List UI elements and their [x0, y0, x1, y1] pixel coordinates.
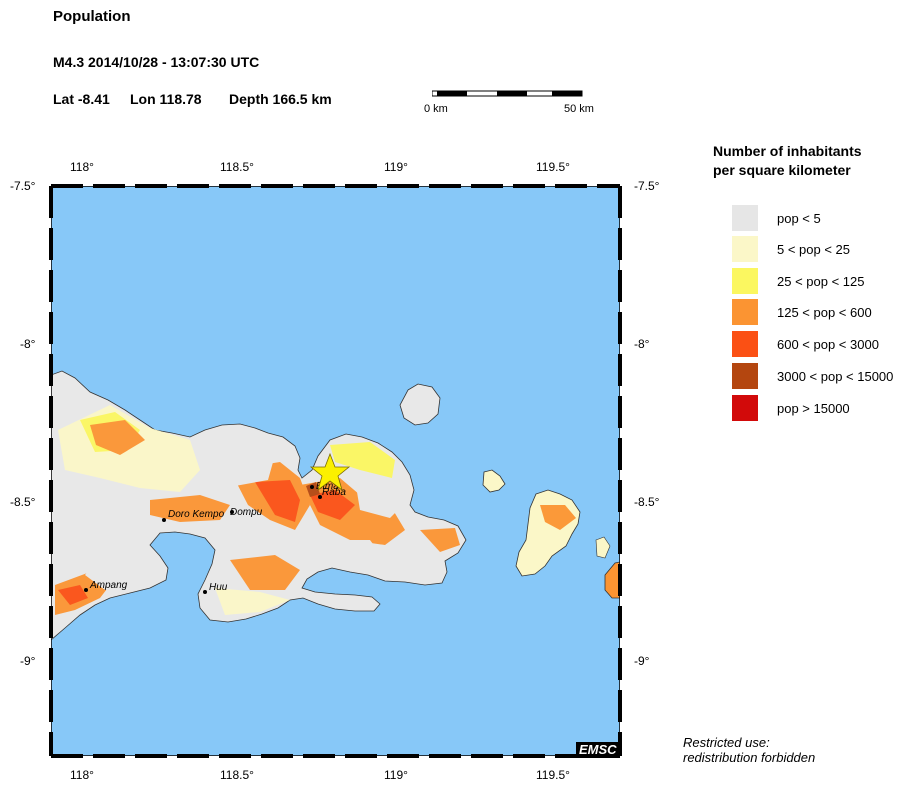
lat-label-right: -7.5°: [634, 179, 660, 193]
legend-label: pop > 15000: [777, 401, 850, 416]
emsc-badge: EMSC: [576, 742, 620, 758]
town-label: Raba: [322, 487, 346, 498]
legend-item: 3000 < pop < 15000: [732, 363, 910, 389]
lat-label-left: -7.5°: [10, 179, 36, 193]
star-icon: [309, 452, 351, 492]
map-border: [49, 184, 622, 758]
legend-item: pop > 15000: [732, 395, 910, 421]
lon-label-top: 118.5°: [220, 160, 254, 174]
lon-label-bottom: 118.5°: [220, 768, 254, 782]
lat-label-right: -8°: [634, 337, 650, 351]
town-marker: [310, 485, 314, 489]
small-islet: [482, 469, 506, 493]
scale-start-label: 0 km: [424, 103, 448, 115]
legend-item: 600 < pop < 3000: [732, 331, 910, 357]
lat-label-right: -8.5°: [634, 495, 660, 509]
town-marker: [230, 510, 234, 514]
lon-label-bottom: 118°: [70, 768, 94, 782]
legend-swatch: [732, 331, 758, 357]
legend-title-line1: Number of inhabitants: [713, 143, 862, 159]
depth-info: Depth 166.5 km: [229, 91, 332, 107]
town-label: Dompu: [230, 507, 263, 518]
lon-label-top: 119°: [384, 160, 408, 174]
town-marker: [84, 588, 88, 592]
legend-label: 600 < pop < 3000: [777, 337, 879, 352]
map-title: Population: [53, 8, 131, 25]
lat-label-left: -9°: [20, 654, 36, 668]
lon-label-top: 118°: [70, 160, 94, 174]
legend-swatch: [732, 268, 758, 294]
lat-label-right: -9°: [634, 654, 650, 668]
small-islet: [595, 536, 611, 559]
legend-item: pop < 5: [732, 205, 910, 231]
legend-title: Number of inhabitants per square kilomet…: [713, 142, 862, 180]
legend-label: pop < 5: [777, 211, 821, 226]
lat-info: Lat -8.41: [53, 91, 110, 107]
town-marker: [318, 495, 322, 499]
legend-label: 5 < pop < 25: [777, 242, 851, 257]
lat-label-left: -8°: [20, 337, 36, 351]
legend-label: 3000 < pop < 15000: [777, 369, 894, 384]
legend-label: 25 < pop < 125: [777, 274, 865, 289]
town-label: Huu: [209, 582, 228, 593]
legend-item: 25 < pop < 125: [732, 268, 910, 294]
event-info: M4.3 2014/10/28 - 13:07:30 UTC: [53, 54, 260, 70]
legend-swatch: [732, 205, 758, 231]
legend-swatch: [732, 395, 758, 421]
legend-swatch: [732, 299, 758, 325]
legend-swatch: [732, 363, 758, 389]
lon-label-bottom: 119°: [384, 768, 408, 782]
lon-info: Lon 118.78: [130, 91, 202, 107]
density-overlay: [55, 405, 576, 615]
towns: [84, 485, 322, 594]
legend-item: 5 < pop < 25: [732, 236, 910, 262]
lon-label-bottom: 119.5°: [536, 768, 570, 782]
town-label: Doro Kempo: [168, 509, 225, 520]
town-marker: [203, 590, 207, 594]
usage-notice: Restricted use: redistribution forbidden: [683, 735, 815, 765]
lat-label-left: -8.5°: [10, 495, 36, 509]
scale-bar: [432, 90, 583, 97]
scale-end-label: 50 km: [564, 103, 594, 115]
usage-notice-line1: Restricted use:: [683, 735, 770, 750]
east-edge-land: [604, 561, 620, 599]
legend-swatch: [732, 236, 758, 262]
legend-title-line2: per square kilometer: [713, 162, 851, 178]
north-islet: [399, 383, 441, 426]
legend-label: 125 < pop < 600: [777, 305, 872, 320]
lon-label-top: 119.5°: [536, 160, 570, 174]
town-label: Ampang: [89, 580, 128, 591]
legend-item: 125 < pop < 600: [732, 299, 910, 325]
usage-notice-line2: redistribution forbidden: [683, 750, 816, 765]
town-marker: [162, 518, 166, 522]
population-map[interactable]: Bima Raba Dompu Doro Kempo Ampang Huu: [44, 178, 638, 763]
town-label: Bima: [316, 481, 339, 492]
